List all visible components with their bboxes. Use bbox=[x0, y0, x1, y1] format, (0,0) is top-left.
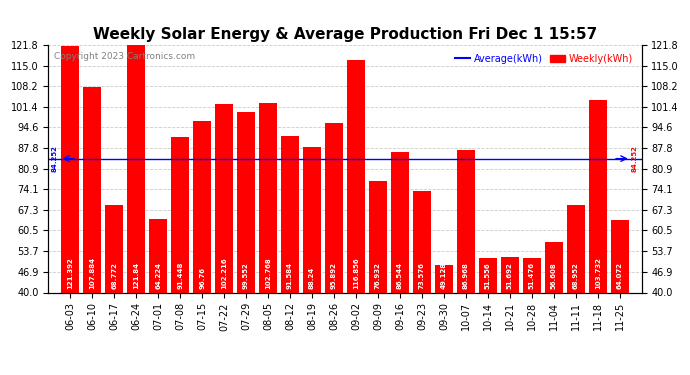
Title: Weekly Solar Energy & Average Production Fri Dec 1 15:57: Weekly Solar Energy & Average Production… bbox=[93, 27, 597, 42]
Text: 95.892: 95.892 bbox=[331, 262, 337, 290]
Bar bbox=[501, 257, 519, 292]
Bar bbox=[611, 220, 629, 292]
Text: 64.072: 64.072 bbox=[617, 262, 622, 290]
Bar bbox=[325, 123, 343, 292]
Text: 88.24: 88.24 bbox=[309, 267, 315, 290]
Bar bbox=[435, 265, 453, 292]
Bar bbox=[523, 258, 540, 292]
Bar bbox=[61, 46, 79, 292]
Text: Copyright 2023 Cartronics.com: Copyright 2023 Cartronics.com bbox=[55, 53, 195, 62]
Bar bbox=[215, 104, 233, 292]
Text: 86.968: 86.968 bbox=[463, 262, 469, 290]
Text: 121.84: 121.84 bbox=[133, 262, 139, 290]
Bar bbox=[369, 181, 387, 292]
Text: 107.884: 107.884 bbox=[89, 257, 95, 290]
Bar bbox=[347, 60, 365, 292]
Bar bbox=[171, 137, 189, 292]
Text: 121.392: 121.392 bbox=[68, 258, 73, 290]
Bar bbox=[259, 103, 277, 292]
Text: 91.584: 91.584 bbox=[287, 262, 293, 290]
Bar bbox=[83, 87, 101, 292]
Text: 73.576: 73.576 bbox=[419, 262, 425, 290]
Text: 51.692: 51.692 bbox=[507, 263, 513, 290]
Bar bbox=[457, 150, 475, 292]
Bar bbox=[589, 100, 607, 292]
Bar bbox=[150, 219, 167, 292]
Text: 91.448: 91.448 bbox=[177, 262, 183, 290]
Bar bbox=[479, 258, 497, 292]
Text: 84.252: 84.252 bbox=[632, 145, 638, 172]
Text: 51.476: 51.476 bbox=[529, 262, 535, 290]
Bar bbox=[391, 152, 408, 292]
Text: 68.772: 68.772 bbox=[111, 262, 117, 290]
Text: 102.768: 102.768 bbox=[265, 258, 271, 290]
Text: 51.556: 51.556 bbox=[485, 263, 491, 290]
Bar bbox=[567, 205, 584, 292]
Text: 84.252: 84.252 bbox=[52, 145, 58, 172]
Text: 76.932: 76.932 bbox=[375, 262, 381, 290]
Bar bbox=[106, 206, 123, 292]
Text: 68.952: 68.952 bbox=[573, 263, 579, 290]
Text: 99.552: 99.552 bbox=[243, 263, 249, 290]
Text: 103.732: 103.732 bbox=[595, 258, 601, 290]
Text: 56.608: 56.608 bbox=[551, 263, 557, 290]
Text: 64.224: 64.224 bbox=[155, 262, 161, 290]
Text: 49.128: 49.128 bbox=[441, 262, 447, 290]
Bar bbox=[282, 136, 299, 292]
Text: 116.856: 116.856 bbox=[353, 258, 359, 290]
Bar bbox=[237, 112, 255, 292]
Bar bbox=[128, 45, 145, 292]
Bar bbox=[545, 242, 562, 292]
Bar bbox=[303, 147, 321, 292]
Legend: Average(kWh), Weekly(kWh): Average(kWh), Weekly(kWh) bbox=[451, 50, 637, 68]
Text: 86.544: 86.544 bbox=[397, 262, 403, 290]
Text: 96.76: 96.76 bbox=[199, 267, 205, 290]
Bar bbox=[413, 191, 431, 292]
Text: 102.216: 102.216 bbox=[221, 258, 227, 290]
Bar bbox=[193, 121, 211, 292]
